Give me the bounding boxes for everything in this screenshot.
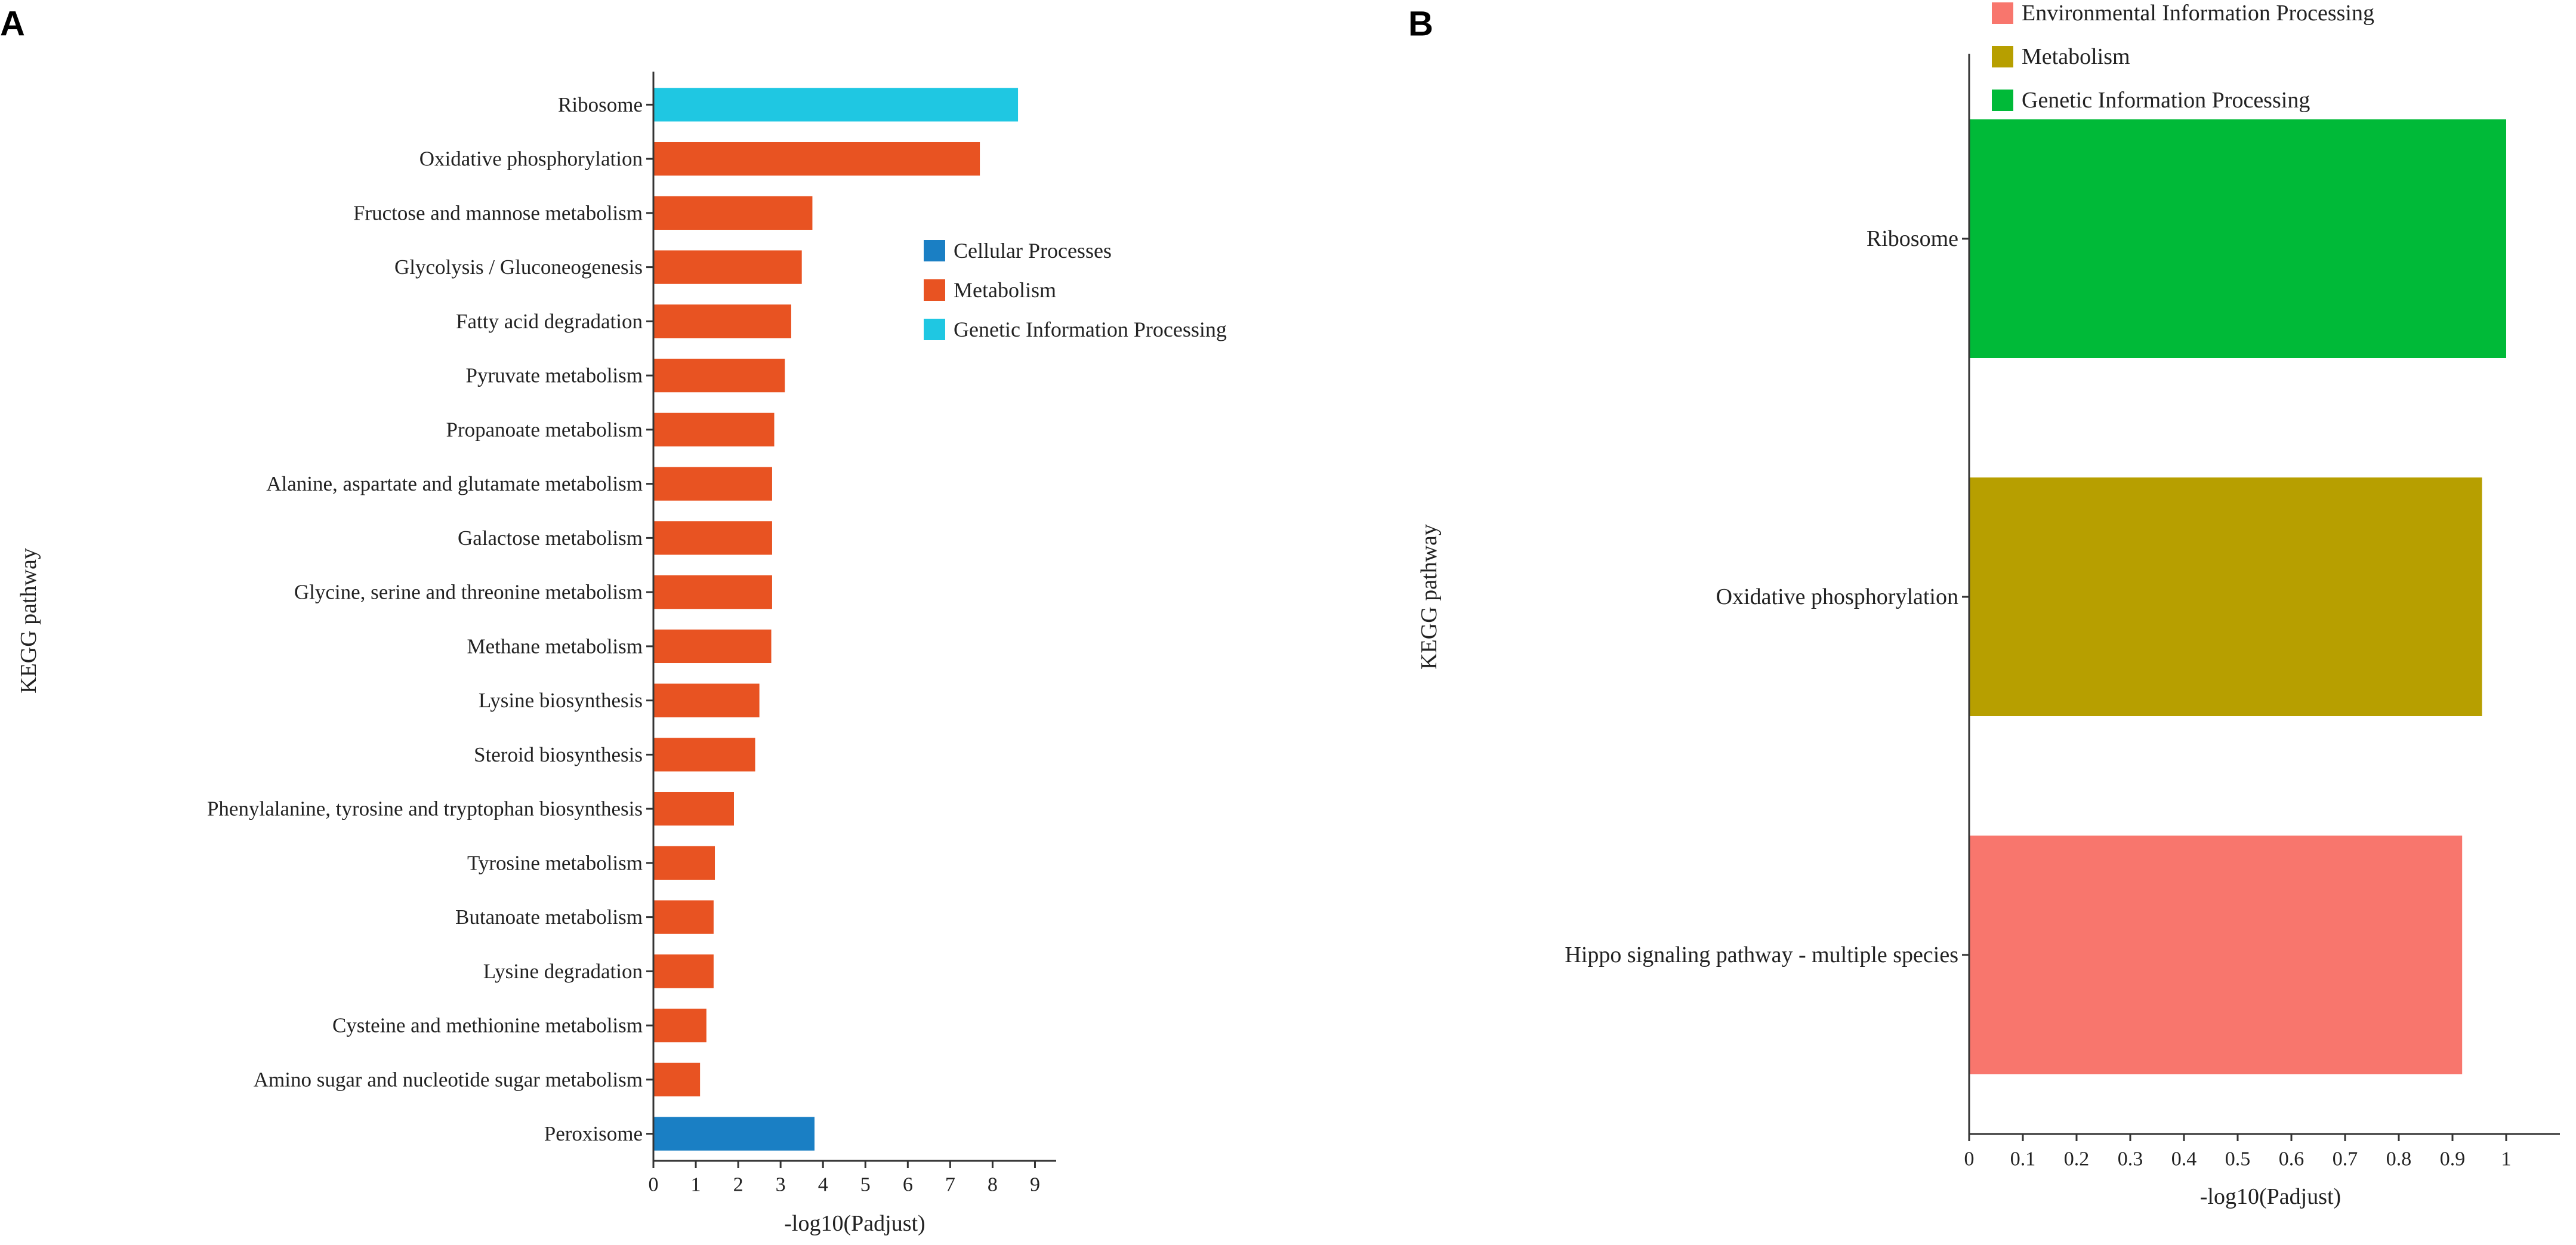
- x-axis-title: -log10(Padjust): [784, 1211, 925, 1236]
- y-tick-label: Glycine, serine and threonine metabolism: [294, 581, 643, 604]
- bar: [1969, 477, 2482, 716]
- bar: [653, 954, 714, 988]
- y-tick-label: Ribosome: [1867, 226, 1958, 251]
- x-tick-label: 0.8: [2386, 1148, 2412, 1170]
- x-tick-label: 0: [649, 1174, 659, 1196]
- bar: [653, 791, 734, 826]
- x-tick-label: 3: [776, 1174, 786, 1196]
- y-tick-label: Fructose and mannose metabolism: [353, 201, 643, 224]
- legend-label: Genetic Information Processing: [2022, 88, 2310, 113]
- y-tick-label: Lysine biosynthesis: [479, 689, 643, 712]
- x-tick-label: 5: [860, 1174, 871, 1196]
- x-tick-label: 9: [1030, 1174, 1040, 1196]
- bar: [653, 1008, 707, 1043]
- x-axis-title: -log10(Padjust): [2200, 1184, 2341, 1209]
- panel-b-chart: B Ribosome Oxidative phosphorylation Hippo …: [1408, 1, 2560, 1209]
- bar: [653, 141, 980, 176]
- bar: [653, 88, 1019, 122]
- legend-swatch: [1992, 90, 2013, 111]
- x-tick-label: 0.7: [2333, 1148, 2358, 1170]
- legend-label: Cellular Processes: [954, 239, 1112, 263]
- y-tick-label: Peroxisome: [544, 1122, 643, 1145]
- bar: [653, 846, 715, 880]
- legend-label: Metabolism: [2022, 44, 2130, 69]
- legend-swatch: [924, 319, 945, 340]
- y-tick-label: Pyruvate metabolism: [466, 364, 643, 387]
- legend-swatch: [924, 279, 945, 301]
- bar: [1969, 836, 2463, 1074]
- bar: [653, 412, 775, 447]
- y-tick-label: Oxidative phosphorylation: [1716, 584, 1958, 609]
- y-tick-label: Propanoate metabolism: [446, 418, 643, 441]
- y-tick-label: Galactose metabolism: [458, 526, 643, 550]
- legend-swatch: [924, 240, 945, 261]
- y-tick-label: Butanoate metabolism: [455, 905, 643, 929]
- y-axis-title: KEGG pathway: [1417, 524, 1442, 670]
- y-tick-label: Cysteine and methionine metabolism: [332, 1014, 643, 1037]
- bar: [653, 629, 772, 664]
- y-tick-label: Ribosome: [558, 93, 643, 116]
- bar: [653, 1062, 701, 1097]
- x-tick-label: 0: [1964, 1148, 1975, 1170]
- y-tick-label: Lysine degradation: [483, 960, 643, 983]
- x-tick-label: 0.2: [2064, 1148, 2090, 1170]
- x-tick-label: 0.9: [2440, 1148, 2466, 1170]
- y-tick-label: Amino sugar and nucleotide sugar metabol…: [254, 1068, 643, 1091]
- panel-b-letter: B: [1408, 5, 1433, 44]
- x-tick-label: 0.5: [2225, 1148, 2251, 1170]
- bar: [653, 521, 772, 555]
- y-tick-label: Fatty acid degradation: [456, 310, 643, 333]
- legend-label: Environmental Information Processing: [2022, 1, 2374, 26]
- bar: [653, 1117, 815, 1151]
- bar: [653, 304, 791, 338]
- x-tick-label: 8: [988, 1174, 998, 1196]
- bar: [653, 900, 714, 934]
- panel-a-letter: A: [0, 5, 25, 44]
- x-tick-label: 0.6: [2279, 1148, 2304, 1170]
- y-tick-label: Alanine, aspartate and glutamate metabol…: [266, 472, 643, 495]
- y-tick-label: Hippo signaling pathway - multiple speci…: [1565, 942, 1958, 967]
- bar: [653, 250, 802, 284]
- bar: [653, 358, 785, 393]
- x-tick-label: 4: [818, 1174, 828, 1196]
- legend-label: Genetic Information Processing: [954, 318, 1227, 341]
- x-tick-label: 2: [733, 1174, 744, 1196]
- bar: [653, 683, 760, 717]
- x-tick-label: 7: [945, 1174, 955, 1196]
- x-tick-label: 1: [691, 1174, 701, 1196]
- x-tick-label: 0.3: [2118, 1148, 2143, 1170]
- bar: [653, 467, 772, 501]
- x-tick-label: 0.1: [2010, 1148, 2036, 1170]
- y-tick-label: Phenylalanine, tyrosine and tryptophan b…: [207, 797, 643, 821]
- x-tick-label: 0.4: [2171, 1148, 2197, 1170]
- x-tick-label: 1: [2501, 1148, 2512, 1170]
- bar: [653, 738, 755, 772]
- y-tick-label: Tyrosine metabolism: [467, 851, 643, 874]
- y-tick-label: Steroid biosynthesis: [474, 743, 643, 766]
- y-tick-label: Methane metabolism: [467, 634, 643, 658]
- legend-swatch: [1992, 2, 2013, 24]
- legend-swatch: [1992, 46, 2013, 67]
- bar: [1969, 119, 2506, 358]
- y-tick-label: Glycolysis / Gluconeogenesis: [394, 255, 643, 279]
- legend-label: Metabolism: [954, 278, 1056, 302]
- panel-a-chart: A Ribosome Oxidative phosphorylation Fructo…: [0, 5, 1227, 1237]
- y-tick-label: Oxidative phosphorylation: [419, 147, 643, 171]
- x-tick-label: 6: [903, 1174, 913, 1196]
- bar: [653, 575, 772, 609]
- bar: [653, 196, 813, 230]
- y-axis-title: KEGG pathway: [16, 548, 41, 694]
